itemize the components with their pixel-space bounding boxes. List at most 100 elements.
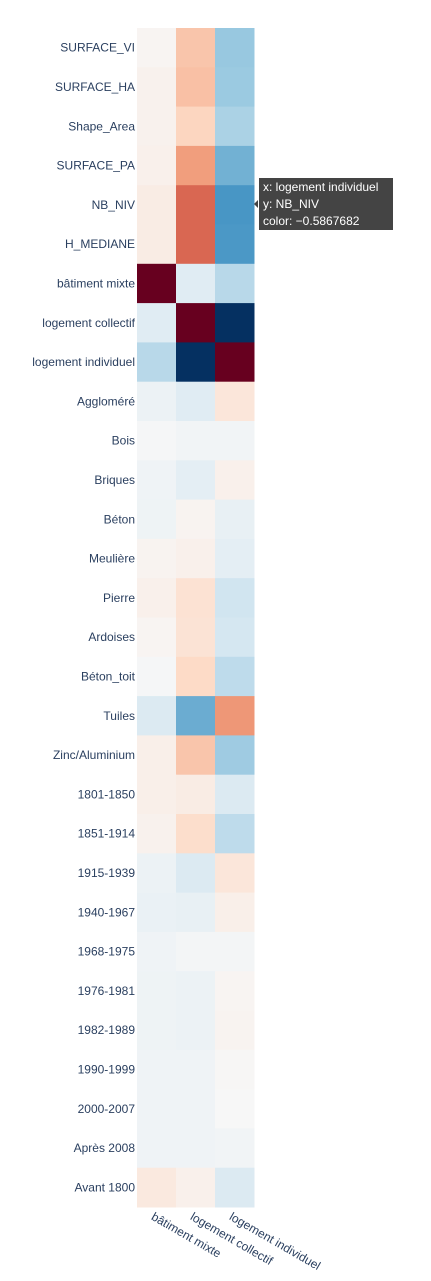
y-tick-label: 1915-1939 bbox=[78, 866, 136, 880]
heatmap-cell[interactable] bbox=[215, 106, 255, 147]
heatmap-cell[interactable] bbox=[176, 145, 216, 186]
heatmap-cell[interactable] bbox=[137, 853, 177, 894]
heatmap-cell[interactable] bbox=[215, 421, 255, 461]
y-tick-label: Briques bbox=[94, 473, 135, 487]
heatmap-cell[interactable] bbox=[137, 892, 177, 933]
heatmap-cell[interactable] bbox=[215, 499, 255, 540]
y-tick-label: Shape_Area bbox=[68, 119, 135, 133]
heatmap-cell[interactable] bbox=[137, 28, 177, 68]
heatmap-cell[interactable] bbox=[176, 971, 216, 1011]
heatmap-cell[interactable] bbox=[137, 696, 177, 736]
heatmap-cell[interactable] bbox=[176, 263, 216, 304]
heatmap-cell[interactable] bbox=[215, 735, 255, 776]
heatmap-cell[interactable] bbox=[137, 145, 177, 186]
heatmap-cell[interactable] bbox=[215, 578, 255, 618]
heatmap-cell[interactable] bbox=[176, 1049, 216, 1090]
heatmap-cell[interactable] bbox=[137, 656, 177, 697]
heatmap-cell[interactable] bbox=[215, 1167, 255, 1208]
heatmap-cell[interactable] bbox=[137, 1167, 177, 1208]
heatmap-cell[interactable] bbox=[176, 421, 216, 461]
heatmap-cell[interactable] bbox=[215, 853, 255, 894]
heatmap-cell[interactable] bbox=[137, 421, 177, 461]
heatmap-cell[interactable] bbox=[215, 971, 255, 1011]
heatmap-cell[interactable] bbox=[137, 538, 177, 579]
heatmap-cell[interactable] bbox=[137, 735, 177, 776]
heatmap-cell[interactable] bbox=[215, 814, 255, 854]
heatmap-cell[interactable] bbox=[215, 28, 255, 68]
heatmap-cell[interactable] bbox=[176, 303, 216, 343]
heatmap-cell[interactable] bbox=[137, 617, 177, 658]
heatmap-cell[interactable] bbox=[176, 814, 216, 854]
heatmap-cell[interactable] bbox=[137, 971, 177, 1011]
heatmap-cell[interactable] bbox=[215, 303, 255, 343]
heatmap-cell[interactable] bbox=[215, 1128, 255, 1169]
heatmap-cell[interactable] bbox=[176, 931, 216, 972]
heatmap-cell[interactable] bbox=[215, 1089, 255, 1129]
heatmap-cell[interactable] bbox=[137, 1089, 177, 1129]
heatmap-cell[interactable] bbox=[215, 224, 255, 265]
heatmap-cell[interactable] bbox=[176, 853, 216, 894]
heatmap-cell[interactable] bbox=[176, 67, 216, 108]
heatmap-cell[interactable] bbox=[137, 814, 177, 854]
heatmap-cell[interactable] bbox=[176, 381, 216, 422]
heatmap-cell[interactable] bbox=[137, 931, 177, 972]
heatmap-cell[interactable] bbox=[215, 185, 255, 225]
heatmap-cell[interactable] bbox=[137, 381, 177, 422]
heatmap-cell[interactable] bbox=[176, 538, 216, 579]
heatmap-cell[interactable] bbox=[137, 106, 177, 147]
heatmap-cell[interactable] bbox=[176, 892, 216, 933]
heatmap-cell[interactable] bbox=[176, 735, 216, 776]
heatmap-cell[interactable] bbox=[215, 1049, 255, 1090]
heatmap-cell[interactable] bbox=[176, 224, 216, 265]
y-tick-label: logement collectif bbox=[42, 316, 135, 330]
heatmap-cell[interactable] bbox=[176, 1167, 216, 1208]
heatmap-cell[interactable] bbox=[215, 263, 255, 304]
heatmap-cell[interactable] bbox=[176, 1128, 216, 1169]
heatmap-cell[interactable] bbox=[215, 892, 255, 933]
heatmap-cell[interactable] bbox=[176, 28, 216, 68]
heatmap-cell[interactable] bbox=[215, 696, 255, 736]
y-tick-label: H_MEDIANE bbox=[65, 237, 135, 251]
heatmap-cell[interactable] bbox=[176, 1010, 216, 1051]
heatmap-cell[interactable] bbox=[137, 224, 177, 265]
heatmap-cell[interactable] bbox=[215, 1010, 255, 1051]
heatmap-cell[interactable] bbox=[137, 263, 177, 304]
y-tick-label: Après 2008 bbox=[74, 1141, 136, 1155]
heatmap-cell[interactable] bbox=[215, 538, 255, 579]
heatmap-cell[interactable] bbox=[137, 1128, 177, 1169]
heatmap-cell[interactable] bbox=[137, 578, 177, 618]
heatmap-cell[interactable] bbox=[215, 342, 255, 383]
heatmap-cell[interactable] bbox=[215, 656, 255, 697]
y-tick-label: 2000-2007 bbox=[78, 1102, 136, 1116]
heatmap-cell[interactable] bbox=[215, 381, 255, 422]
heatmap-cell[interactable] bbox=[176, 185, 216, 225]
heatmap-cell[interactable] bbox=[215, 67, 255, 108]
heatmap-cell[interactable] bbox=[176, 774, 216, 815]
heatmap-cell[interactable] bbox=[176, 1089, 216, 1129]
heatmap-cell[interactable] bbox=[176, 656, 216, 697]
heatmap-cell[interactable] bbox=[137, 185, 177, 225]
heatmap-cell[interactable] bbox=[215, 145, 255, 186]
heatmap-cell[interactable] bbox=[176, 342, 216, 383]
heatmap-cell[interactable] bbox=[176, 696, 216, 736]
y-tick-label: Pierre bbox=[103, 591, 135, 605]
heatmap-cell[interactable] bbox=[137, 67, 177, 108]
heatmap-cell[interactable] bbox=[176, 617, 216, 658]
y-tick-label: Tuiles bbox=[103, 709, 135, 723]
heatmap-cell[interactable] bbox=[137, 774, 177, 815]
heatmap-cell[interactable] bbox=[137, 303, 177, 343]
heatmap-cell[interactable] bbox=[215, 617, 255, 658]
heatmap-cell[interactable] bbox=[176, 460, 216, 501]
heatmap-cell[interactable] bbox=[137, 1010, 177, 1051]
heatmap-cell[interactable] bbox=[215, 460, 255, 501]
heatmap-cell[interactable] bbox=[137, 499, 177, 540]
heatmap-cell[interactable] bbox=[176, 499, 216, 540]
heatmap-cell[interactable] bbox=[137, 342, 177, 383]
heatmap-cell[interactable] bbox=[137, 1049, 177, 1090]
y-tick-label: Ardoises bbox=[88, 630, 135, 644]
heatmap-cell[interactable] bbox=[215, 931, 255, 972]
heatmap-cell[interactable] bbox=[137, 460, 177, 501]
heatmap-cell[interactable] bbox=[215, 774, 255, 815]
heatmap-cell[interactable] bbox=[176, 106, 216, 147]
heatmap-cell[interactable] bbox=[176, 578, 216, 618]
